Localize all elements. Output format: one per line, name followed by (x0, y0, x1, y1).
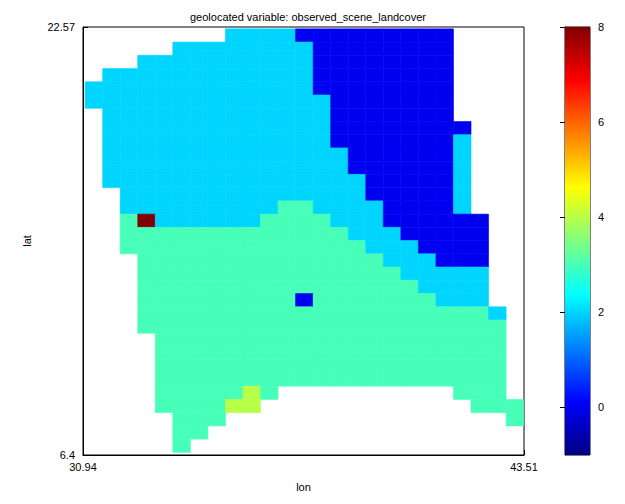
svg-text:lon: lon (296, 481, 311, 493)
svg-text:8: 8 (598, 21, 604, 33)
svg-text:lat: lat (21, 235, 33, 247)
svg-text:0: 0 (598, 401, 604, 413)
svg-text:4: 4 (598, 211, 604, 223)
svg-text:2: 2 (598, 306, 604, 318)
svg-text:43.51: 43.51 (510, 461, 538, 473)
svg-text:6: 6 (598, 116, 604, 128)
svg-text:30.94: 30.94 (69, 461, 97, 473)
svg-text:6.4: 6.4 (60, 449, 75, 461)
svg-text:22.57: 22.57 (47, 21, 75, 33)
svg-text:geolocated variable: observed_: geolocated variable: observed_scene_land… (190, 11, 426, 23)
